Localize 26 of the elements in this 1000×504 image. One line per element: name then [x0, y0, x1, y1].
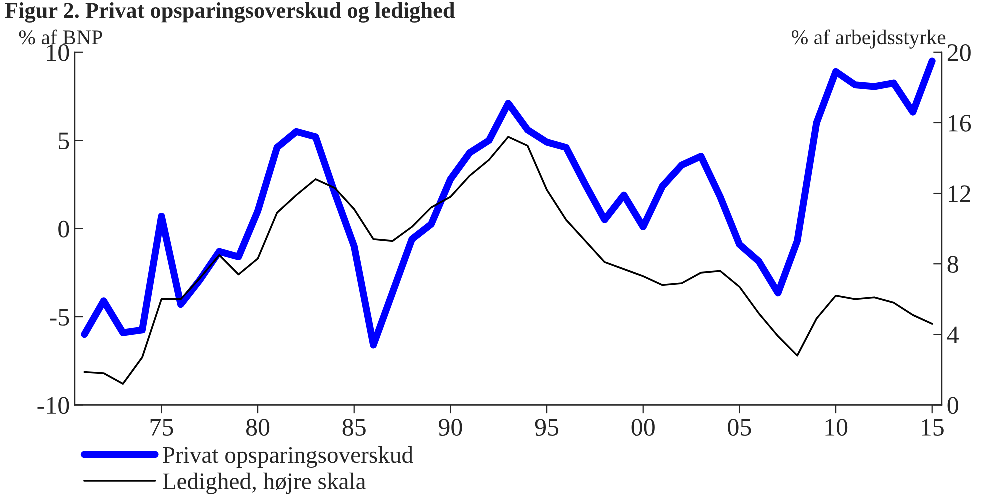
y-tick-label: -5: [50, 309, 70, 326]
y2-tick-label: 4: [947, 326, 959, 344]
chart-title: Figur 2. Privat opsparingsoverskud og ledighed: [5, 2, 456, 23]
x-tick-label: 05: [728, 419, 752, 436]
y2-axis-title: % af arbejdsstyrke: [792, 30, 946, 49]
x-tick-label: 85: [342, 419, 366, 436]
y-tick-label: 5: [59, 132, 70, 150]
x-tick-label: 90: [439, 419, 462, 436]
x-tick-label: 15: [922, 419, 944, 436]
line-series: [84, 136, 934, 385]
y2-tick-label: 12: [949, 186, 970, 202]
y-axis-title: % af BNP: [19, 30, 102, 45]
legend-label: Privat opsparingsoverskud: [163, 446, 414, 468]
y2-tick-label: 8: [948, 256, 958, 274]
x-tick-label: 10: [826, 419, 848, 436]
legend-label: Ledighed, højre skala: [163, 472, 366, 494]
y2-tick-label: 20: [948, 44, 971, 62]
y2-tick-label: 0: [948, 397, 958, 414]
x-tick-label: 00: [632, 419, 655, 436]
x-tick-label: 75: [150, 419, 174, 436]
y-tick-label: 10: [47, 44, 70, 62]
x-tick-label: 95: [535, 419, 559, 436]
x-tick-label: 80: [246, 419, 270, 436]
y-tick-label: -10: [38, 397, 70, 414]
y-tick-label: 0: [58, 220, 70, 238]
y2-tick-label: 16: [949, 115, 972, 132]
